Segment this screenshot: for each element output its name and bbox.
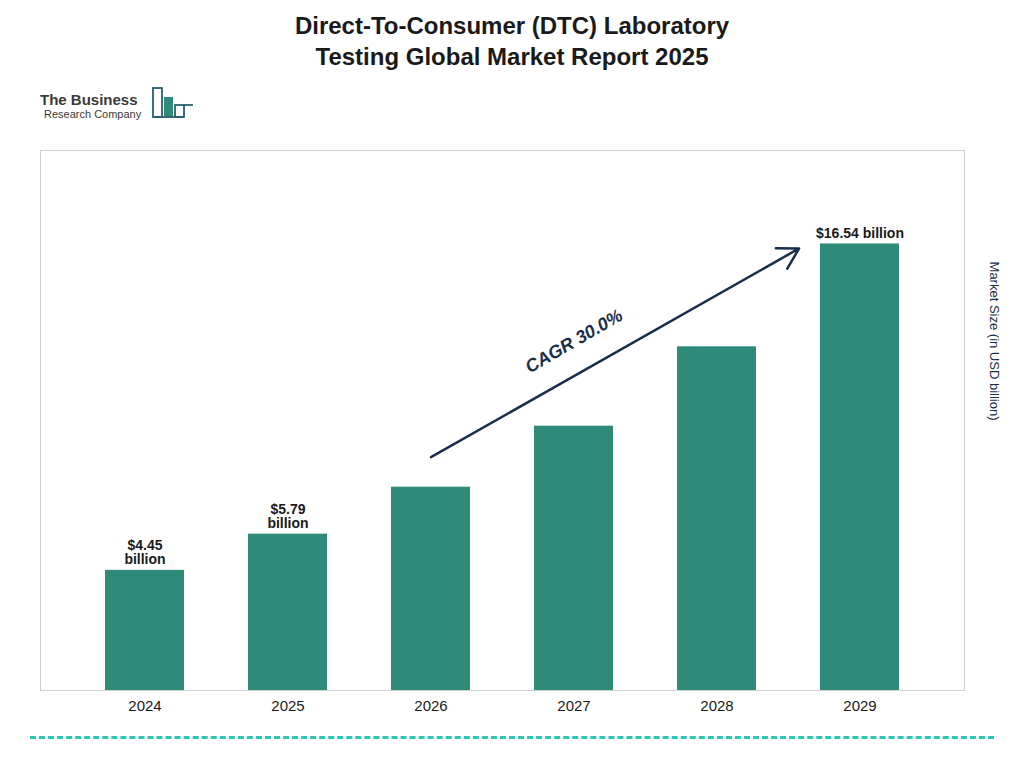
svg-text:$5.79billion: $5.79billion: [267, 501, 308, 531]
svg-text:2026: 2026: [414, 697, 447, 714]
svg-text:CAGR 30.0%: CAGR 30.0%: [522, 305, 626, 377]
html-text:The Business: The Business: [40, 91, 138, 108]
svg-text:$4.45billion: $4.45billion: [124, 537, 165, 567]
html-text:Research Company: Research Company: [44, 108, 142, 120]
svg-text:2029: 2029: [843, 697, 876, 714]
svg-text:$16.54 billion: $16.54 billion: [816, 225, 904, 241]
svg-text:Market Size (in USD billion): Market Size (in USD billion): [987, 262, 1002, 421]
svg-text:2024: 2024: [128, 697, 161, 714]
svg-text:2027: 2027: [557, 697, 590, 714]
html-text:Direct-To-Consumer (DTC) Labor: Direct-To-Consumer (DTC) Laboratory Test…: [294, 12, 730, 71]
svg-text:2028: 2028: [700, 697, 733, 714]
svg-text:2025: 2025: [271, 697, 304, 714]
